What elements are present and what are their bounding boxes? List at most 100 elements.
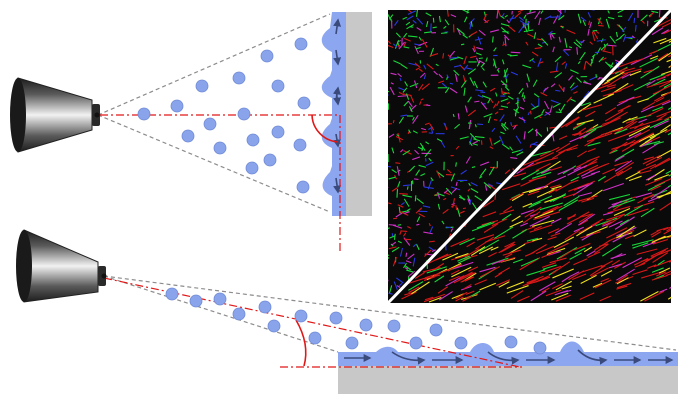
fiber-segment — [473, 80, 478, 89]
fiber-segment — [492, 103, 497, 109]
fiber-segment — [640, 65, 660, 79]
fiber-segment — [577, 13, 582, 24]
fiber-segment — [527, 111, 530, 116]
fiber-segment — [407, 270, 416, 278]
fiber-segment — [666, 227, 671, 232]
fiber-segment — [428, 157, 432, 162]
fiber-segment — [500, 131, 505, 135]
fiber-segment — [558, 15, 565, 21]
fiber-segment — [538, 281, 556, 292]
fiber-segment — [506, 281, 525, 290]
droplet — [294, 309, 308, 323]
fiber-segment — [523, 14, 527, 19]
fiber-segment — [616, 282, 632, 289]
fiber-segment — [408, 106, 413, 113]
fiber-segment — [503, 67, 509, 78]
fiber-segment — [417, 146, 424, 150]
fiber-segment — [450, 204, 456, 208]
fiber-segment — [583, 90, 590, 99]
fiber-segment — [522, 278, 540, 287]
fiber-segment — [515, 101, 520, 105]
fiber-segment — [416, 223, 420, 226]
fiber-segment — [534, 210, 554, 219]
fiber-segment — [664, 116, 671, 121]
fiber-segment — [567, 215, 576, 219]
fiber-segment — [598, 76, 603, 79]
fiber-segment — [565, 116, 580, 128]
fiber-segment — [472, 140, 478, 145]
fiber-segment — [468, 182, 471, 187]
fiber-segment — [571, 132, 582, 136]
fiber-segment — [460, 169, 467, 175]
fiber-segment — [574, 247, 586, 255]
fiber-segment — [536, 168, 550, 175]
fiber-segment — [545, 289, 562, 297]
fiber-segment — [650, 55, 659, 60]
fiber-segment — [665, 170, 671, 175]
fiber-segment — [621, 26, 627, 32]
fiber-segment — [396, 41, 400, 47]
fiber-segment — [579, 292, 595, 301]
fiber-segment — [539, 265, 562, 274]
fiber-segment — [468, 266, 479, 272]
fiber-segment — [475, 57, 480, 64]
fiber-segment — [566, 147, 578, 152]
fiber-segment — [600, 57, 607, 61]
fiber-segment — [400, 63, 408, 70]
fiber-segment — [418, 213, 425, 218]
fiber-segment — [388, 40, 392, 44]
fiber-segment — [542, 205, 559, 214]
aligned-fibers-region — [401, 18, 671, 303]
fiber-segment — [469, 31, 478, 37]
fiber-segment — [567, 164, 588, 176]
fiber-segment — [602, 168, 615, 175]
fiber-segment — [501, 12, 505, 17]
fiber-segment — [522, 97, 526, 102]
fiber-segment — [524, 206, 542, 218]
fiber-segment — [433, 70, 439, 76]
fiber-segment — [388, 227, 390, 230]
fiber-segment — [641, 20, 645, 24]
fiber-segment — [611, 259, 620, 266]
fiber-segment — [391, 241, 397, 246]
fiber-segment — [478, 246, 494, 255]
fiber-segment — [577, 184, 589, 189]
fiber-segment — [609, 72, 629, 85]
fiber-segment — [412, 130, 418, 134]
fiber-segment — [397, 132, 401, 143]
fiber-segment — [421, 145, 424, 152]
fiber-segment — [497, 69, 500, 73]
droplet — [189, 294, 203, 308]
fiber-segment — [667, 235, 671, 239]
fiber-segment — [532, 237, 543, 242]
fiber-segment — [670, 173, 671, 176]
fiber-segment — [603, 43, 606, 48]
fiber-segment — [656, 271, 667, 277]
fiber-segment — [429, 53, 439, 57]
fiber-segment — [514, 12, 522, 18]
fiber-segment — [663, 83, 671, 88]
droplet — [258, 300, 272, 314]
fiber-segment — [487, 98, 491, 104]
fiber-segment — [431, 249, 436, 253]
fiber-segment — [542, 264, 557, 270]
fiber-segment — [576, 119, 594, 125]
fiber-segment — [463, 64, 469, 70]
fiber-segment — [668, 40, 671, 43]
fiber-segment — [502, 183, 521, 191]
fiber-segment — [646, 79, 656, 87]
fiber-segment — [400, 114, 408, 117]
fiber-segment — [569, 252, 582, 260]
fiber-segment — [568, 46, 573, 49]
fiber-segment — [453, 272, 476, 284]
fiber-segment — [544, 111, 551, 117]
fiber-segment — [563, 195, 580, 207]
fiber-segment — [555, 142, 571, 153]
fiber-segment — [646, 136, 661, 144]
fiber-segment — [602, 211, 613, 216]
fiber-segment — [397, 204, 404, 208]
fiber-segment — [552, 102, 561, 108]
fiber-segment — [428, 223, 431, 227]
fiber-segment — [483, 13, 488, 21]
fiber-segment — [399, 247, 404, 257]
